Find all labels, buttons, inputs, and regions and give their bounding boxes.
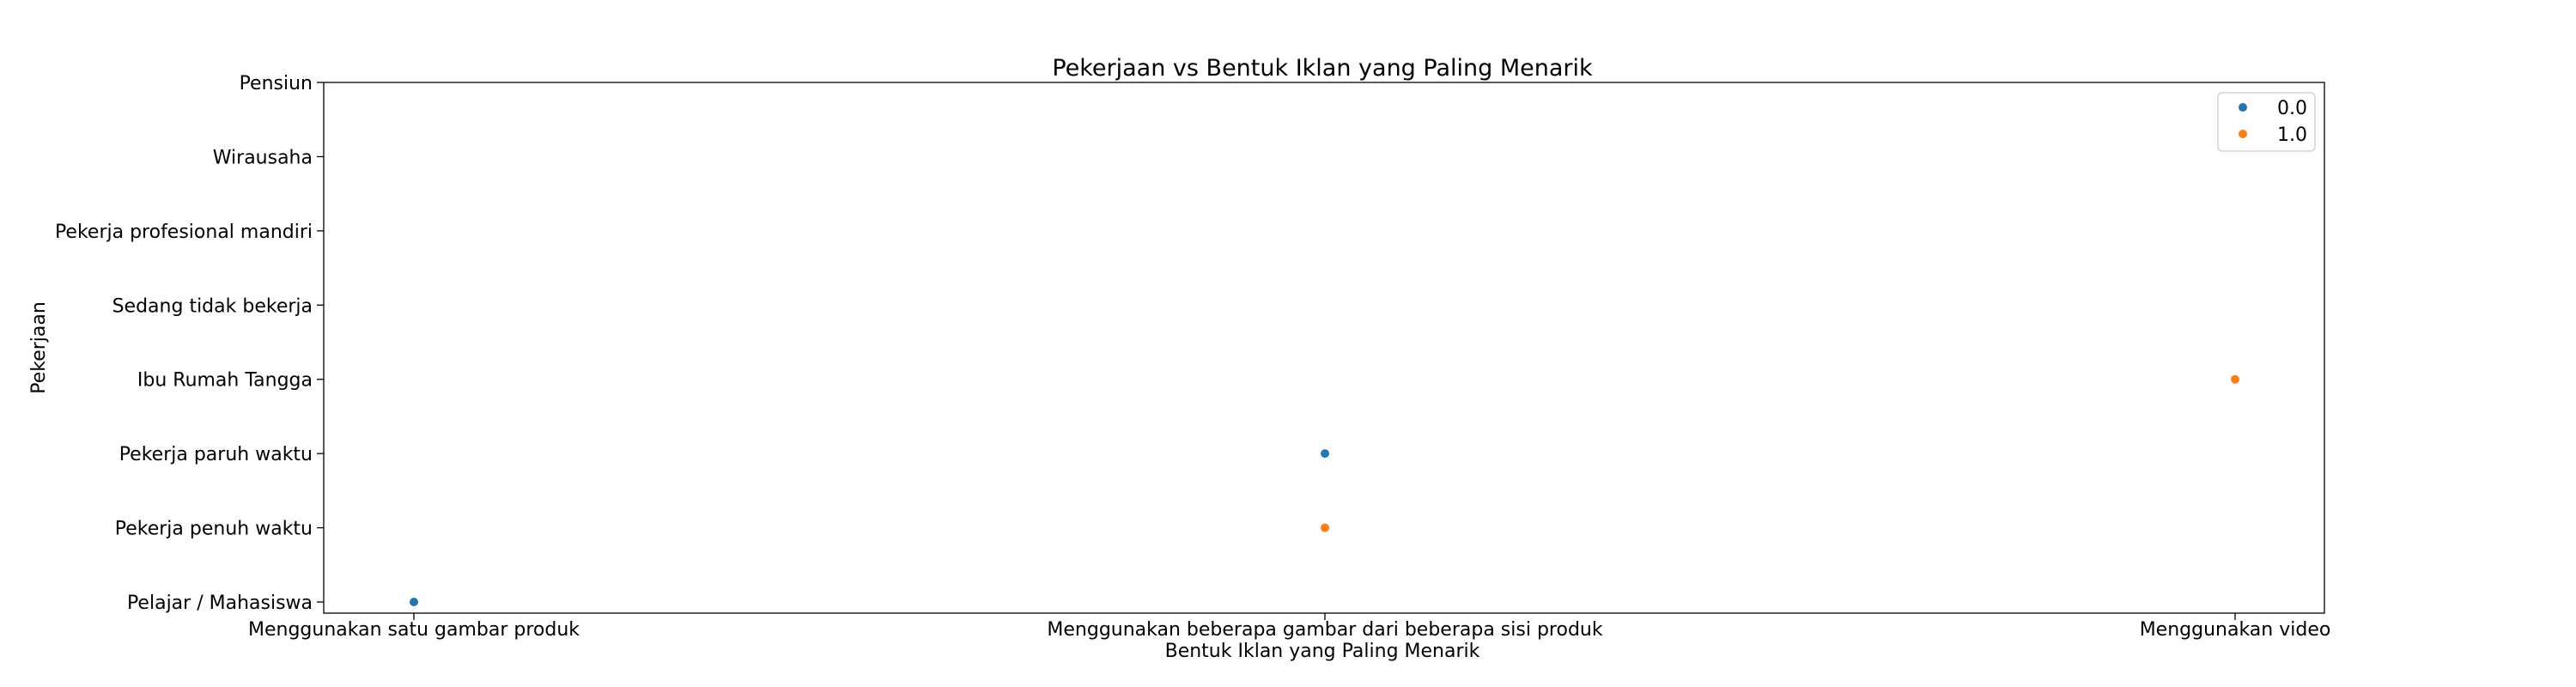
y-axis: Pelajar / Mahasiswa Pekerja penuh waktu Pe… (55, 73, 324, 614)
y-tick-label: Pekerja penuh waktu (115, 519, 313, 540)
data-points (410, 374, 2239, 606)
legend-marker (2239, 103, 2247, 112)
y-tick-label: Sedang tidak bekerja (112, 295, 313, 317)
legend-entry-label: 1.0 (2277, 125, 2307, 146)
legend-entry-label: 0.0 (2277, 98, 2307, 119)
x-axis: Menggunakan satu gambar produk Menggunaka… (248, 613, 2330, 641)
x-tick-label: Menggunakan video (2140, 619, 2331, 641)
x-tick-label: Menggunakan beberapa gambar dari beberap… (1047, 619, 1602, 641)
y-tick-label: Pelajar / Mahasiswa (127, 593, 313, 614)
y-tick-label: Pekerja profesional mandiri (55, 222, 313, 243)
data-point (2231, 374, 2239, 384)
y-tick-label: Pensiun (240, 73, 313, 94)
data-point (410, 598, 418, 606)
y-tick-label: Pekerja paruh waktu (119, 444, 313, 465)
y-tick-label: Wirausaha (213, 147, 313, 168)
data-point (1321, 523, 1329, 532)
legend: 0.01.0 (2217, 92, 2316, 152)
x-tick-label: Menggunakan satu gambar produk (248, 619, 580, 641)
data-point (1321, 449, 1329, 459)
plot-area-frame (323, 82, 2325, 614)
legend-marker (2239, 130, 2247, 138)
y-tick-label: Ibu Rumah Tangga (137, 370, 313, 392)
y-axis-label: Pekerjaan (28, 301, 50, 394)
chart-title: Pekerjaan vs Bentuk Iklan yang Paling Me… (1052, 55, 1593, 82)
x-axis-label: Bentuk Iklan yang Paling Menarik (1165, 641, 1480, 662)
